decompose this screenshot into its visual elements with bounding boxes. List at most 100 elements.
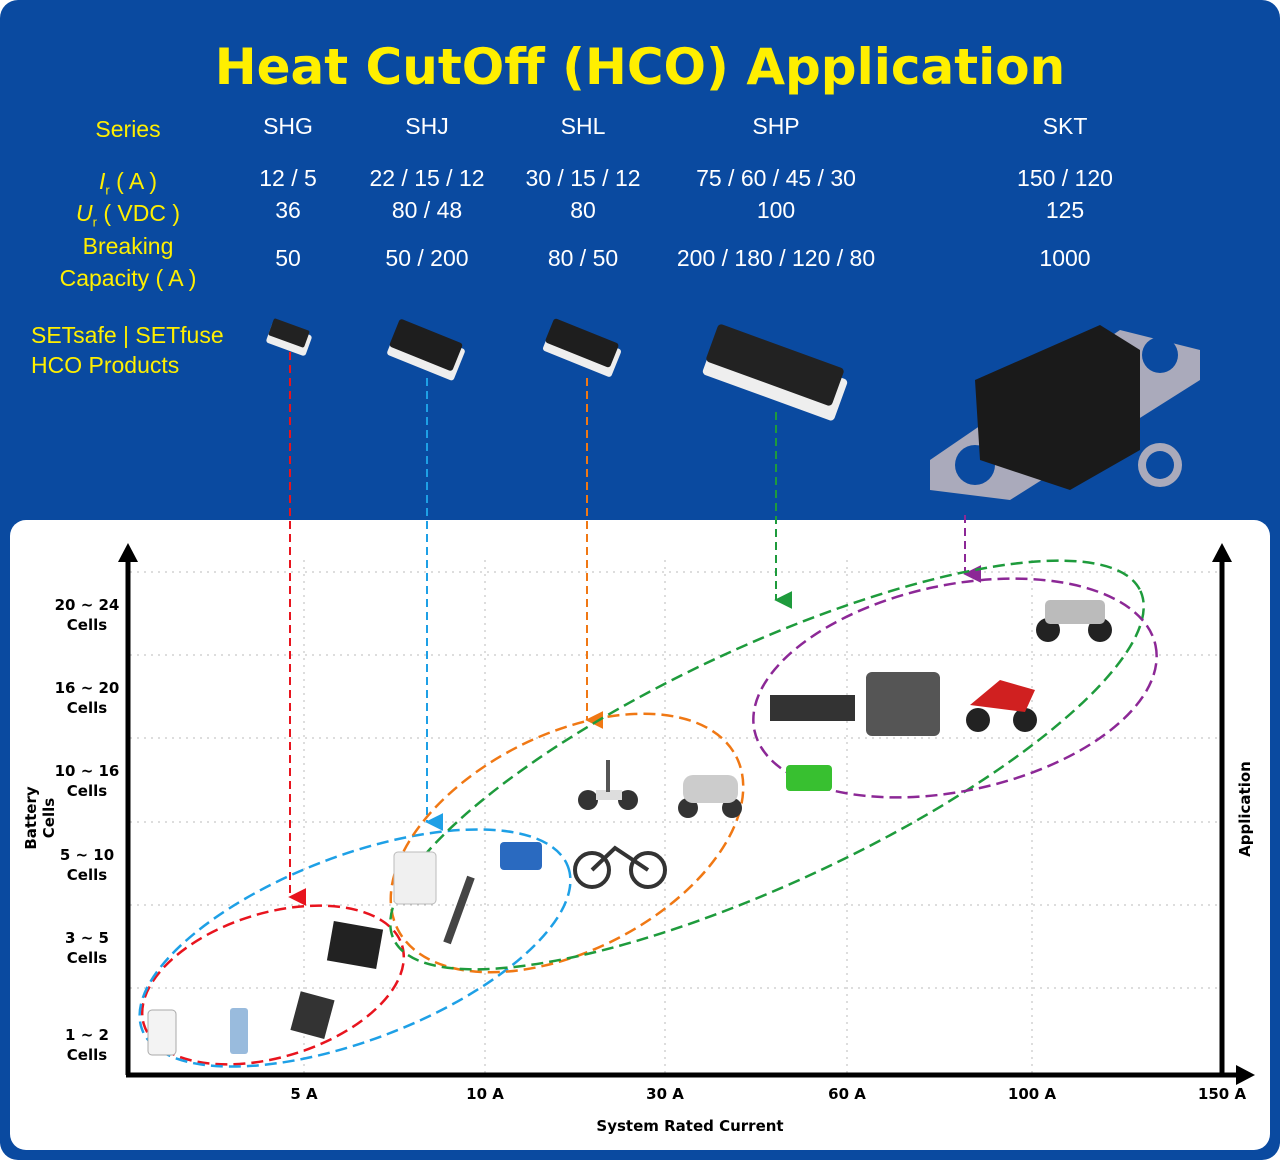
series-label: Series: [95, 116, 161, 142]
y-tick-range: 10 ~ 16: [54, 762, 120, 780]
shl-ellipse: [389, 712, 745, 974]
shg-series: SHG: [263, 113, 313, 139]
x-tick-label: 60 A: [828, 1085, 866, 1103]
y-tick-range: 16 ~ 20: [54, 679, 120, 697]
skt-ur: 125: [1045, 197, 1085, 223]
shj-ur: 80 / 48: [391, 197, 463, 223]
shl-series: SHL: [560, 113, 606, 139]
shg-ur: 36: [275, 197, 301, 223]
x-tick-label: 10 A: [466, 1085, 504, 1103]
x-tick-label: 150 A: [1197, 1085, 1247, 1103]
y-axis-title: Battery Cells: [22, 786, 58, 850]
y-tick-range: 5 ~ 10: [59, 846, 115, 864]
ur-unit: ( VDC ): [96, 200, 181, 226]
ur-symbol: U: [75, 200, 93, 226]
breaking-line1: Breaking: [82, 233, 174, 259]
y-tick-label: 10 ~ 16 Cells: [42, 761, 132, 801]
shp-ellipse: [389, 559, 1145, 971]
application-images: [147, 600, 1112, 1056]
power-bank-image: [147, 1009, 177, 1056]
y-tick-unit: Cells: [66, 616, 108, 634]
y-tick-unit: Cells: [66, 866, 108, 884]
ir-sub: r: [105, 182, 110, 198]
shg-ellipse: [140, 904, 406, 1066]
chart-panel: [10, 520, 1270, 1150]
laptop-image: [326, 920, 384, 970]
shl-product-image: [542, 318, 622, 377]
application-axis-arrow: [1212, 543, 1232, 562]
application-ellipses: [138, 559, 1158, 1068]
y-tick-unit: Cells: [66, 699, 108, 717]
ups-image: [770, 695, 855, 721]
shp-ir: 75 / 60 / 45 / 30: [696, 165, 856, 191]
shj-ir: 22 / 15 / 12: [369, 165, 485, 191]
lawn-mower-image: [786, 765, 832, 791]
axes: [118, 543, 1255, 1085]
right-axis-title: Application: [1236, 761, 1254, 857]
shj-ellipse: [138, 828, 572, 1068]
shg-product-image: [266, 318, 312, 356]
shp-ur: 100: [756, 197, 796, 223]
skt-series: SKT: [1042, 113, 1088, 139]
skt-breaking: 1000: [1039, 245, 1091, 271]
y-tick-label: 16 ~ 20 Cells: [42, 678, 132, 718]
skt-ir: 150 / 120: [1017, 165, 1113, 191]
shp-breaking: 200 / 180 / 120 / 80: [676, 245, 876, 271]
y-tick-range: 20 ~ 24: [54, 596, 120, 614]
atv-image: [1036, 600, 1112, 642]
page-title: Heat CutOff (HCO) Application: [214, 38, 1066, 96]
ir-symbol: I: [98, 168, 106, 194]
skt-ellipse: [752, 577, 1158, 799]
robot-vacuum-image: [393, 851, 437, 905]
shj-product-image: [387, 319, 465, 381]
drill-image: [500, 842, 542, 870]
grid: [130, 560, 1220, 1073]
shj-series: SHJ: [405, 113, 449, 139]
products-line2: HCO Products: [31, 352, 180, 378]
shl-breaking: 80 / 50: [547, 245, 619, 271]
shl-ir: 30 / 15 / 12: [525, 165, 641, 191]
self-balancing-scooter-image: [578, 760, 638, 810]
shp-product-image: [702, 324, 848, 421]
products-line1: SETsafe | SETfuse: [31, 322, 224, 348]
phone-image: [230, 1008, 248, 1054]
breaking-line2: Capacity ( A ): [59, 265, 197, 291]
y-tick-label: 20 ~ 24 Cells: [42, 595, 132, 635]
y-tick-label: 5 ~ 10 Cells: [42, 845, 132, 885]
ir-label: Ir ( A ): [99, 165, 157, 207]
x-tick-label: 5 A: [290, 1085, 318, 1103]
ur-label: Ur ( VDC ): [76, 197, 180, 239]
e-scooter-image: [678, 775, 742, 818]
y-tick-label: 1 ~ 2 Cells: [42, 1025, 132, 1065]
x-tick-label: 100 A: [1007, 1085, 1057, 1103]
floor-washer-image: [443, 875, 475, 945]
tablet-image: [290, 991, 335, 1039]
breaking-label: Breaking Capacity ( A ): [60, 230, 197, 294]
shj-breaking: 50 / 200: [385, 245, 469, 271]
products: [266, 318, 1200, 500]
motorcycle-image: [966, 680, 1037, 732]
y-tick-label: 3 ~ 5 Cells: [42, 928, 132, 968]
power-station-image: [866, 672, 940, 736]
shl-ur: 80: [570, 197, 596, 223]
skt-product-image: [930, 325, 1200, 500]
ir-unit: ( A ): [109, 168, 158, 194]
y-axis-arrow: [118, 543, 138, 562]
y-tick-unit: Cells: [66, 782, 108, 800]
ur-sub: r: [92, 214, 97, 230]
bicycle-image: [573, 845, 667, 889]
shp-series: SHP: [752, 113, 800, 139]
shg-ir: 12 / 5: [259, 165, 317, 191]
y-tick-unit: Cells: [66, 949, 108, 967]
x-tick-label: 30 A: [646, 1085, 684, 1103]
y-tick-unit: Cells: [66, 1046, 108, 1064]
y-tick-range: 3 ~ 5: [65, 929, 109, 947]
series-arrows: [288, 352, 982, 906]
products-label: SETsafe | SETfuse HCO Products: [31, 320, 224, 380]
shg-breaking: 50: [275, 245, 301, 271]
x-axis-arrow: [1236, 1065, 1255, 1085]
y-tick-range: 1 ~ 2: [65, 1026, 109, 1044]
x-axis-title: System Rated Current: [596, 1117, 784, 1135]
